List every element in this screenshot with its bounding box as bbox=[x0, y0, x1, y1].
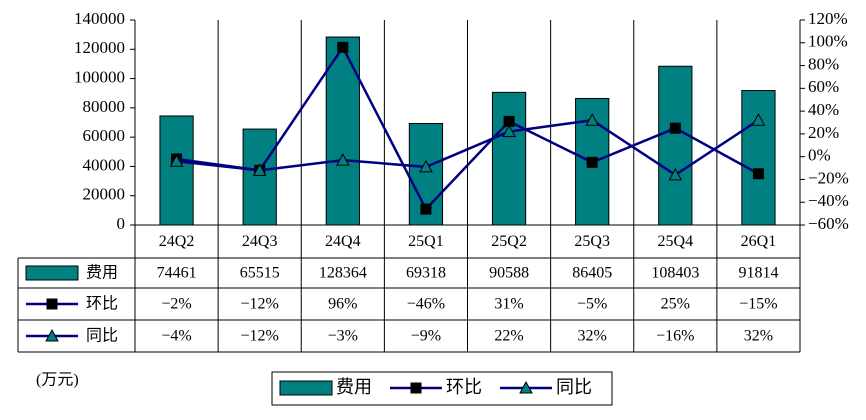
y-tick-label: 120000 bbox=[74, 38, 125, 57]
table-cell: 96% bbox=[328, 296, 357, 313]
table-cell: −15% bbox=[739, 296, 777, 313]
bar bbox=[658, 65, 693, 226]
y-tick-label: 0 bbox=[117, 214, 126, 233]
x-tick-label: 24Q3 bbox=[242, 233, 278, 250]
table-cell: 86405 bbox=[572, 265, 612, 282]
y-tick-label: 140000 bbox=[74, 9, 125, 28]
x-tick-label: 25Q2 bbox=[491, 233, 527, 250]
x-tick-label: 25Q4 bbox=[658, 233, 694, 250]
line-marker bbox=[669, 122, 681, 134]
table-key-marker bbox=[46, 298, 58, 310]
line-marker bbox=[169, 154, 184, 167]
table-cell: 65515 bbox=[240, 265, 280, 282]
y2-tick-label: 100% bbox=[808, 32, 848, 51]
y-tick-label: 80000 bbox=[83, 97, 126, 116]
legend-box bbox=[271, 371, 613, 406]
bar bbox=[242, 128, 277, 226]
line-marker bbox=[751, 113, 766, 126]
line bbox=[176, 44, 760, 212]
table-cell: 69318 bbox=[406, 265, 446, 282]
y2-tick-label: −40% bbox=[808, 191, 849, 210]
table-key bbox=[25, 265, 79, 281]
unit-note: (万元) bbox=[36, 372, 79, 389]
y2-tick-label: −20% bbox=[808, 168, 849, 187]
y2-tick-label: 20% bbox=[808, 123, 839, 142]
table-cell: −9% bbox=[411, 328, 441, 345]
table-cell: 74461 bbox=[157, 265, 197, 282]
line-marker bbox=[337, 41, 349, 53]
line-marker bbox=[419, 159, 433, 173]
y-tick-label: 100000 bbox=[74, 67, 125, 86]
line-marker bbox=[668, 167, 683, 181]
y2-tick-label: 120% bbox=[808, 9, 848, 28]
bar bbox=[159, 115, 194, 226]
x-tick-label: 24Q4 bbox=[325, 233, 361, 250]
line-marker bbox=[502, 124, 516, 138]
table-row-label: 同比 bbox=[86, 327, 118, 345]
table-cell: 91814 bbox=[738, 265, 778, 282]
table-key-marker bbox=[45, 328, 59, 342]
table-cell: −4% bbox=[161, 328, 191, 345]
line bbox=[176, 118, 760, 177]
y-tick-label: 40000 bbox=[83, 155, 126, 174]
table-cell: 32% bbox=[578, 328, 607, 345]
table-cell: −3% bbox=[328, 328, 358, 345]
line-marker bbox=[752, 168, 764, 180]
legend-label: 费用 bbox=[336, 377, 372, 397]
line-marker bbox=[252, 163, 267, 176]
y-tick-label: 60000 bbox=[83, 126, 126, 145]
x-tick-label: 24Q2 bbox=[159, 233, 195, 250]
x-tick-label: 25Q1 bbox=[408, 233, 444, 250]
bar bbox=[491, 91, 527, 226]
line-marker bbox=[335, 153, 350, 166]
table-cell: −5% bbox=[577, 296, 607, 313]
y2-tick-label: 80% bbox=[808, 54, 839, 73]
legend-label: 环比 bbox=[446, 377, 482, 397]
bar bbox=[741, 90, 776, 226]
y2-tick-label: −60% bbox=[808, 214, 849, 233]
legend-label: 同比 bbox=[556, 377, 592, 397]
y2-tick-label: 40% bbox=[808, 100, 839, 119]
table-cell: −2% bbox=[161, 296, 191, 313]
table-cell: 128364 bbox=[319, 265, 367, 282]
table-cell: −12% bbox=[241, 296, 279, 313]
y-tick-label: 20000 bbox=[83, 185, 126, 204]
y2-tick-label: 60% bbox=[808, 77, 839, 96]
table-cell: 108403 bbox=[651, 265, 699, 282]
y2-tick-label: 0% bbox=[808, 146, 831, 165]
x-tick-label: 25Q3 bbox=[574, 233, 610, 250]
legend-key-marker bbox=[410, 382, 422, 394]
x-tick-label: 26Q1 bbox=[741, 233, 777, 250]
table-cell: −12% bbox=[241, 328, 279, 345]
table-cell: −16% bbox=[656, 328, 694, 345]
table-cell: 25% bbox=[661, 296, 690, 313]
table-cell: 90588 bbox=[489, 265, 529, 282]
table-row-label: 环比 bbox=[86, 295, 118, 313]
line-marker bbox=[420, 203, 432, 215]
legend-key bbox=[279, 380, 333, 396]
line-marker bbox=[585, 113, 600, 126]
legend-key-marker bbox=[519, 380, 533, 394]
table-cell: 31% bbox=[494, 296, 523, 313]
table-cell: −46% bbox=[407, 296, 445, 313]
table-cell: 32% bbox=[744, 328, 773, 345]
table-row-label: 费用 bbox=[86, 264, 118, 282]
line-marker bbox=[586, 156, 598, 168]
table-cell: 22% bbox=[494, 328, 523, 345]
